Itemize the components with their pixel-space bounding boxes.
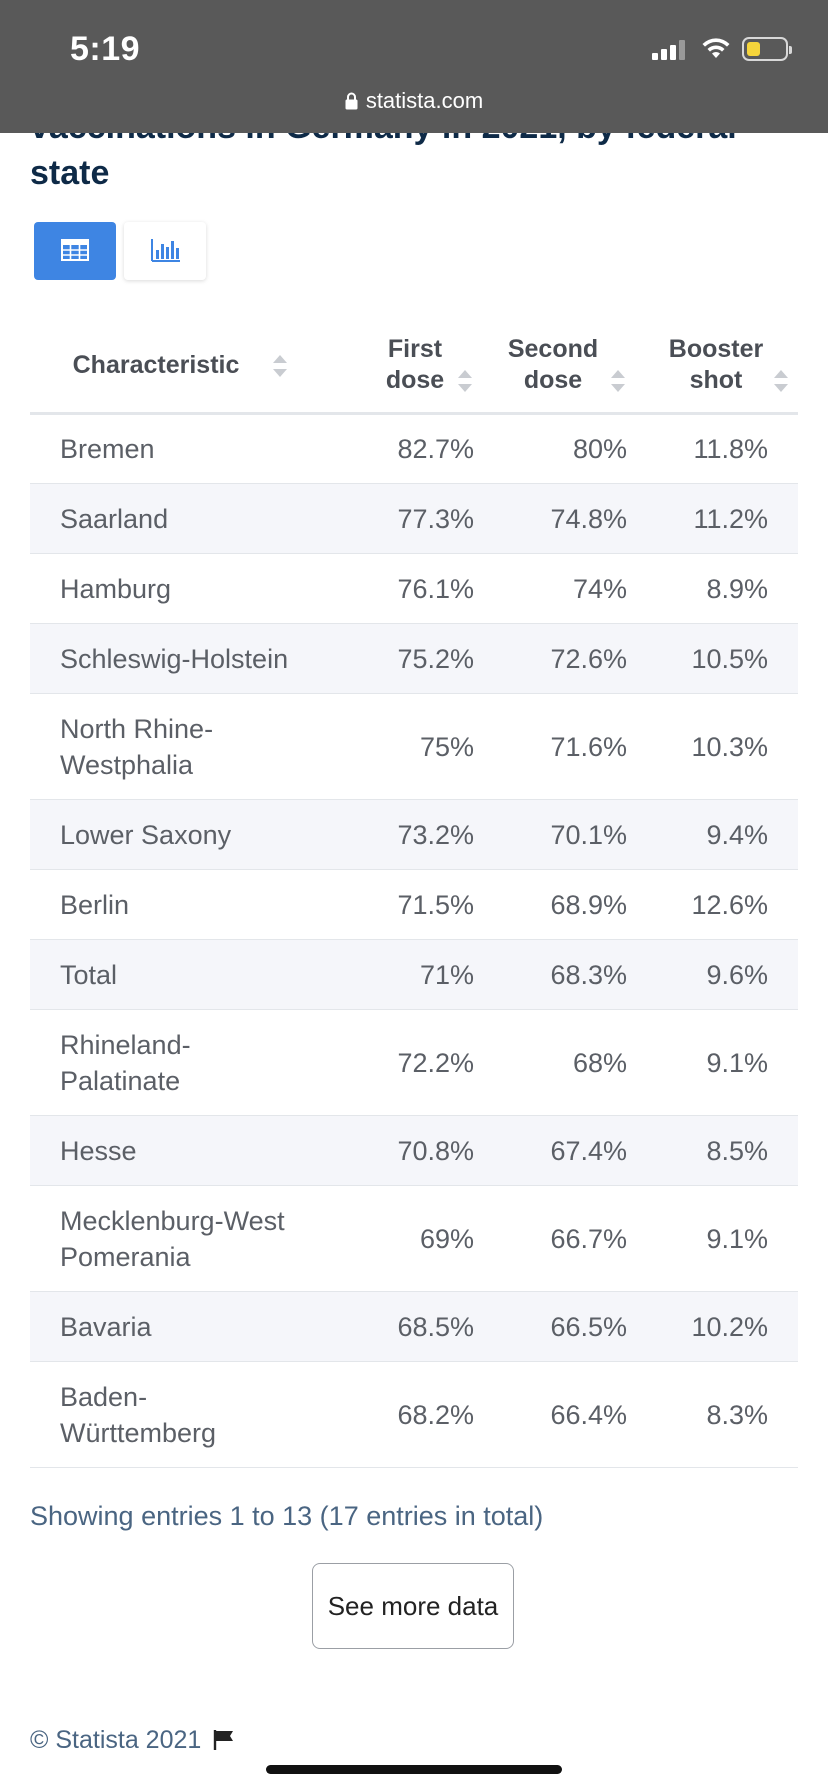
- cell-second-dose: 74%: [482, 553, 635, 624]
- cell-first-dose: 68.2%: [330, 1361, 482, 1468]
- column-header-first-dose[interactable]: First dose: [330, 318, 482, 415]
- bar-chart-icon: [151, 239, 180, 262]
- column-header-label: Second dose: [507, 335, 599, 394]
- table-header-row: Characteristic First dose Second dose Bo…: [30, 318, 798, 415]
- cell-booster-shot: 8.3%: [635, 1361, 798, 1468]
- cell-booster-shot: 10.3%: [635, 693, 798, 800]
- page-title-end: state: [30, 154, 110, 192]
- cell-second-dose: 70.1%: [482, 799, 635, 870]
- cell-state: Rhineland-Palatinate: [30, 1009, 330, 1116]
- status-time: 5:19: [70, 30, 141, 68]
- table-row: Mecklenburg-West Pomerania 69% 66.7% 9.1…: [30, 1185, 798, 1292]
- cell-state: Berlin: [30, 869, 330, 940]
- browser-top-bar: 5:19 statista.com: [0, 0, 828, 133]
- table-row: Rhineland-Palatinate 72.2% 68% 9.1%: [30, 1009, 798, 1116]
- table-row: Baden-Württemberg 68.2% 66.4% 8.3%: [30, 1361, 798, 1468]
- sort-icon: [273, 354, 288, 378]
- cell-second-dose: 68.3%: [482, 939, 635, 1010]
- footer: © Statista 2021: [30, 1726, 235, 1755]
- cell-state: Saarland: [30, 483, 330, 554]
- column-header-characteristic[interactable]: Characteristic: [30, 318, 330, 415]
- table-row: Total 71% 68.3% 9.6%: [30, 939, 798, 1010]
- cell-second-dose: 80%: [482, 413, 635, 484]
- cell-booster-shot: 8.9%: [635, 553, 798, 624]
- cell-state: Lower Saxony: [30, 799, 330, 870]
- address-bar[interactable]: statista.com: [0, 88, 828, 114]
- cell-first-dose: 69%: [330, 1185, 482, 1292]
- cell-first-dose: 71.5%: [330, 869, 482, 940]
- cellular-signal-icon: [652, 40, 688, 60]
- cell-state: Hamburg: [30, 553, 330, 624]
- table-row: Schleswig-Holstein 75.2% 72.6% 10.5%: [30, 623, 798, 694]
- cell-booster-shot: 12.6%: [635, 869, 798, 940]
- see-more-data-button[interactable]: See more data: [312, 1563, 514, 1649]
- cell-first-dose: 71%: [330, 939, 482, 1010]
- cell-first-dose: 77.3%: [330, 483, 482, 554]
- flag-icon[interactable]: [213, 1729, 235, 1751]
- data-table: Characteristic First dose Second dose Bo…: [30, 318, 798, 1468]
- cell-first-dose: 82.7%: [330, 413, 482, 484]
- table-row: North Rhine-Westphalia 75% 71.6% 10.3%: [30, 693, 798, 800]
- table-row: Berlin 71.5% 68.9% 12.6%: [30, 869, 798, 940]
- cell-booster-shot: 9.4%: [635, 799, 798, 870]
- cell-second-dose: 71.6%: [482, 693, 635, 800]
- url-text: statista.com: [365, 88, 484, 113]
- cell-second-dose: 66.5%: [482, 1291, 635, 1362]
- column-header-second-dose[interactable]: Second dose: [482, 318, 635, 415]
- cell-state: Bavaria: [30, 1291, 330, 1362]
- cell-second-dose: 74.8%: [482, 483, 635, 554]
- cell-state: Bremen: [30, 413, 330, 484]
- cell-first-dose: 75.2%: [330, 623, 482, 694]
- column-header-label: First dose: [385, 335, 445, 394]
- cell-booster-shot: 9.6%: [635, 939, 798, 1010]
- cell-booster-shot: 11.8%: [635, 413, 798, 484]
- battery-icon: [742, 37, 792, 61]
- sort-icon: [611, 369, 625, 393]
- cell-state: Schleswig-Holstein: [30, 623, 330, 694]
- chart-view-button[interactable]: [124, 222, 206, 280]
- cell-second-dose: 66.4%: [482, 1361, 635, 1468]
- cell-first-dose: 70.8%: [330, 1115, 482, 1186]
- table-row: Lower Saxony 73.2% 70.1% 9.4%: [30, 799, 798, 870]
- column-header-label: Characteristic: [72, 350, 240, 379]
- table-row: Bremen 82.7% 80% 11.8%: [30, 413, 798, 484]
- cell-second-dose: 66.7%: [482, 1185, 635, 1292]
- cell-booster-shot: 9.1%: [635, 1185, 798, 1292]
- home-indicator: [266, 1765, 562, 1774]
- cell-booster-shot: 10.5%: [635, 623, 798, 694]
- entries-info: Showing entries 1 to 13 (17 entries in t…: [30, 1501, 544, 1531]
- cell-state: Baden-Württemberg: [30, 1361, 330, 1468]
- sort-icon: [458, 369, 472, 393]
- cell-booster-shot: 10.2%: [635, 1291, 798, 1362]
- table-row: Hamburg 76.1% 74% 8.9%: [30, 553, 798, 624]
- column-header-label: Booster shot: [668, 335, 764, 394]
- cell-first-dose: 72.2%: [330, 1009, 482, 1116]
- copyright-text: © Statista 2021: [30, 1726, 202, 1754]
- sort-icon: [774, 369, 788, 393]
- cell-state: North Rhine-Westphalia: [30, 693, 330, 800]
- column-header-booster-shot[interactable]: Booster shot: [635, 318, 798, 415]
- cell-state: Total: [30, 939, 330, 1010]
- table-row: Hesse 70.8% 67.4% 8.5%: [30, 1115, 798, 1186]
- cell-second-dose: 72.6%: [482, 623, 635, 694]
- table-row: Bavaria 68.5% 66.5% 10.2%: [30, 1291, 798, 1362]
- cell-second-dose: 67.4%: [482, 1115, 635, 1186]
- cell-booster-shot: 8.5%: [635, 1115, 798, 1186]
- cell-state: Hesse: [30, 1115, 330, 1186]
- lock-icon: [345, 92, 358, 110]
- cell-second-dose: 68%: [482, 1009, 635, 1116]
- table-view-button[interactable]: [34, 222, 116, 280]
- cell-first-dose: 68.5%: [330, 1291, 482, 1362]
- cell-booster-shot: 9.1%: [635, 1009, 798, 1116]
- cell-first-dose: 75%: [330, 693, 482, 800]
- table-icon: [61, 239, 89, 261]
- cell-first-dose: 73.2%: [330, 799, 482, 870]
- table-row: Saarland 77.3% 74.8% 11.2%: [30, 483, 798, 554]
- wifi-icon: [702, 38, 730, 58]
- cell-second-dose: 68.9%: [482, 869, 635, 940]
- cell-state: Mecklenburg-West Pomerania: [30, 1185, 330, 1292]
- cell-first-dose: 76.1%: [330, 553, 482, 624]
- cell-booster-shot: 11.2%: [635, 483, 798, 554]
